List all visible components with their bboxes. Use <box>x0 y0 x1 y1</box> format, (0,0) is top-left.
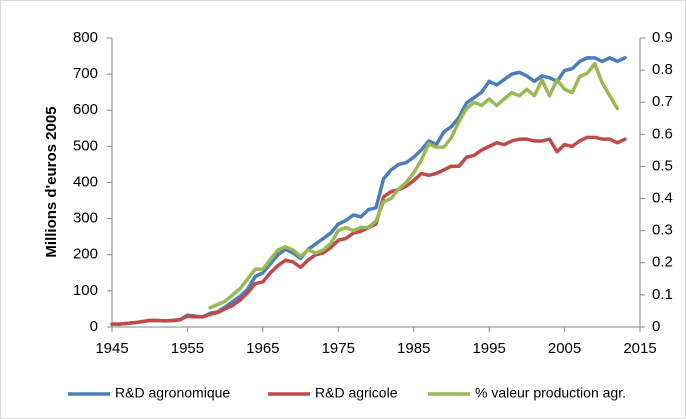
y-tick-label: 400 <box>73 173 98 190</box>
y-tick-label: 100 <box>73 282 98 299</box>
y-tick-label: 0 <box>90 318 98 335</box>
x-tick-label: 2015 <box>623 340 656 357</box>
y2-tick-label: 0.5 <box>652 157 673 174</box>
y-tick-label: 500 <box>73 137 98 154</box>
y2-tick-label: 0.9 <box>652 29 673 46</box>
y2-tick-label: 0.7 <box>652 93 673 110</box>
x-tick-label: 1965 <box>246 340 279 357</box>
legend-label: R&D agronomique <box>115 385 230 401</box>
x-tick-label: 1975 <box>322 340 355 357</box>
legend-label: % valeur production agr. <box>475 385 626 401</box>
y-axis-label: Millions d'euros 2005 <box>43 106 60 257</box>
y-tick-label: 800 <box>73 29 98 46</box>
y2-tick-label: 0.3 <box>652 222 673 239</box>
y2-tick-label: 0.8 <box>652 61 673 78</box>
y2-tick-label: 0.4 <box>652 190 673 207</box>
x-tick-label: 1945 <box>95 340 128 357</box>
y2-tick-label: 0.2 <box>652 254 673 271</box>
y-tick-label: 300 <box>73 210 98 227</box>
y2-tick-label: 0.6 <box>652 125 673 142</box>
data-line <box>208 61 620 310</box>
legend-label: R&D agricole <box>315 385 398 401</box>
y-tick-label: 700 <box>73 65 98 82</box>
y2-tick-label: 0.1 <box>652 286 673 303</box>
x-tick-label: 1955 <box>171 340 204 357</box>
x-tick-label: 1995 <box>472 340 505 357</box>
y-tick-label: 600 <box>73 101 98 118</box>
x-tick-label: 2005 <box>548 340 581 357</box>
data-line <box>110 135 627 326</box>
data-line <box>110 56 627 326</box>
y2-tick-label: 0 <box>652 318 660 335</box>
y-tick-label: 200 <box>73 246 98 263</box>
x-tick-label: 1985 <box>397 340 430 357</box>
